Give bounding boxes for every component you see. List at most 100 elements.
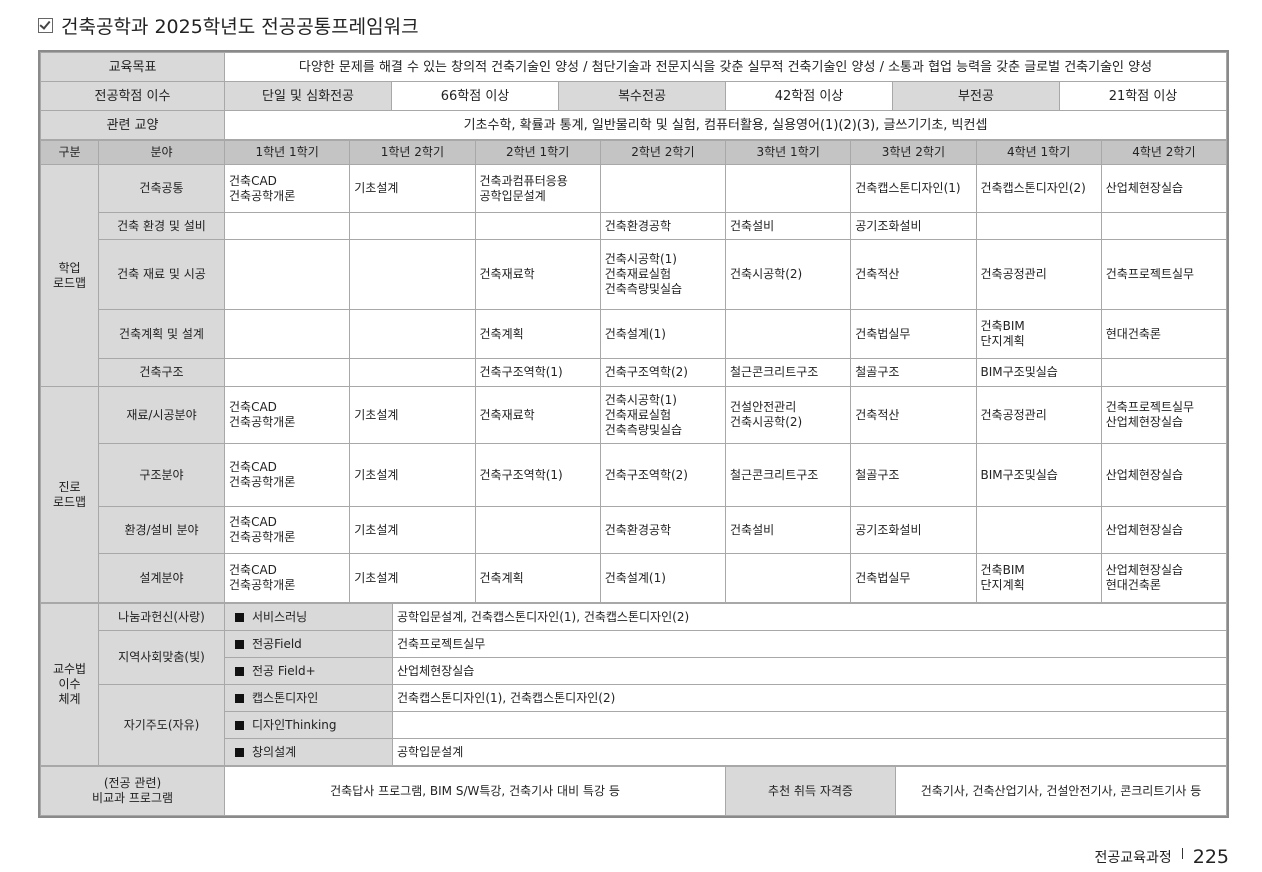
- method-cell: 전공Field: [224, 630, 393, 658]
- column-header: 구분: [40, 140, 99, 165]
- course-cell: [223, 309, 351, 359]
- teaching-row: 창의설계 공학입문설계: [41, 738, 1227, 766]
- field-label: 건축계획 및 설계: [98, 309, 225, 359]
- course-cell: 건축캡스톤디자인(1): [850, 164, 977, 213]
- column-header: 2학년 1학기: [474, 140, 601, 165]
- course-cell: [599, 164, 727, 213]
- course-cell: [975, 212, 1102, 240]
- course-cell: 기초설계: [349, 164, 476, 213]
- goal-row: 교육목표 다양한 문제를 해결 수 있는 창의적 건축기술인 양성 / 첨단기술…: [40, 52, 1227, 82]
- course-cell: [223, 239, 351, 310]
- column-header: 2학년 2학기: [599, 140, 727, 165]
- course-cell: 건축계획: [474, 553, 601, 603]
- credit-value: 21학점 이상: [1059, 81, 1227, 111]
- extra-label: (전공 관련) 비교과 프로그램: [40, 766, 225, 816]
- credits-row: 전공학점 이수 단일 및 심화전공 66학점 이상 복수전공 42학점 이상 부…: [40, 81, 1227, 111]
- course-cell: [975, 506, 1102, 554]
- course-cell: BIM구조및실습: [975, 443, 1102, 507]
- footer-section: 전공교육과정: [1094, 850, 1172, 866]
- course-cell: 건축시공학(2): [724, 239, 852, 310]
- column-header: 4학년 2학기: [1100, 140, 1228, 165]
- course-cell: 건축적산: [850, 386, 977, 444]
- teaching-row: 디자인Thinking: [41, 711, 1227, 739]
- course-cell: [349, 212, 476, 240]
- course-cell: [349, 358, 476, 387]
- course-cell: 건축시공학(1) 건축재료실험 건축측량및실습: [599, 386, 727, 444]
- method-courses: 건축프로젝트실무: [392, 630, 1227, 658]
- course-cell: 건축법실무: [850, 553, 977, 603]
- course-cell: 산업체현장실습 현대건축론: [1100, 553, 1228, 603]
- course-cell: 건축적산: [850, 239, 977, 310]
- teaching-row: 전공 Field+ 산업체현장실습: [41, 657, 1227, 685]
- column-header: 3학년 1학기: [724, 140, 852, 165]
- method-courses: 공학입문설계, 건축캡스톤디자인(1), 건축캡스톤디자인(2): [392, 603, 1227, 631]
- teaching-table: 교수법 이수 체계 나눔과헌신(사랑) 서비스러닝 공학입문설계, 건축캡스톤디자인(…: [40, 603, 1227, 766]
- course-cell: [349, 309, 476, 359]
- course-cell: [223, 358, 351, 387]
- course-cell: 건축CAD 건축공학개론: [223, 506, 351, 554]
- course-cell: 건축구조역학(1): [474, 443, 601, 507]
- teaching-group: 나눔과헌신(사랑): [98, 603, 225, 631]
- liberal-row: 관련 교양 기초수학, 확률과 통계, 일반물리학 및 실험, 컴퓨터활용, 실…: [40, 110, 1227, 140]
- table-row: 건축계획 및 설계 건축계획 건축설계(1) 건축법실무 건축BIM 단지계획 현대건축론: [41, 309, 1228, 359]
- square-bullet-icon: [235, 747, 244, 757]
- goal-label: 교육목표: [40, 52, 225, 82]
- course-cell: [474, 212, 601, 240]
- teaching-group: 자기주도(자유): [98, 684, 225, 766]
- method-courses: 산업체현장실습: [392, 657, 1227, 685]
- course-cell: 철근콘크리트구조: [724, 358, 852, 387]
- page-footer: 전공교육과정 225: [1094, 846, 1229, 868]
- course-cell: 건축CAD 건축공학개론: [223, 164, 351, 213]
- credit-type: 복수전공: [558, 81, 726, 111]
- course-cell: 건축BIM 단지계획: [975, 309, 1102, 359]
- table-row: 설계분야 건축CAD 건축공학개론 기초설계 건축계획 건축설계(1) 건축법실무 건축BI…: [41, 553, 1228, 603]
- credit-type: 부전공: [892, 81, 1060, 111]
- course-cell: 건축CAD 건축공학개론: [223, 386, 351, 444]
- field-label: 건축 환경 및 설비: [98, 212, 225, 240]
- goal-text: 다양한 문제를 해결 수 있는 창의적 건축기술인 양성 / 첨단기술과 전문지…: [224, 52, 1227, 82]
- course-cell: [474, 506, 601, 554]
- course-cell: 건축공정관리: [975, 386, 1102, 444]
- framework-table: 교육목표 다양한 문제를 해결 수 있는 창의적 건축기술인 양성 / 첨단기술…: [38, 50, 1229, 818]
- course-cell: 철골구조: [850, 358, 977, 387]
- course-cell: [724, 164, 852, 213]
- extra-row: (전공 관련) 비교과 프로그램 건축답사 프로그램, BIM S/W특강, 건…: [40, 766, 1227, 816]
- course-cell: 건축프로젝트실무 산업체현장실습: [1100, 386, 1228, 444]
- cert-text: 건축기사, 건축산업기사, 건설안전기사, 콘크리트기사 등: [895, 766, 1227, 816]
- square-bullet-icon: [235, 720, 244, 730]
- method-cell: 서비스러닝: [224, 603, 393, 631]
- method-cell: 캡스톤디자인: [224, 684, 393, 712]
- column-header: 1학년 2학기: [349, 140, 476, 165]
- field-label: 건축 재료 및 시공: [98, 239, 225, 310]
- column-header: 1학년 1학기: [223, 140, 351, 165]
- table-row: 건축구조 건축구조역학(1) 건축구조역학(2) 철근콘크리트구조 철골구조 BIM구조및…: [41, 358, 1228, 387]
- method-cell: 창의설계: [224, 738, 393, 766]
- square-bullet-icon: [235, 639, 244, 649]
- credit-type: 단일 및 심화전공: [224, 81, 392, 111]
- table-row: 환경/설비 분야 건축CAD 건축공학개론 기초설계 건축환경공학 건축설비 공기조화설비…: [41, 506, 1228, 554]
- field-label: 설계분야: [98, 553, 225, 603]
- column-header: 3학년 2학기: [850, 140, 977, 165]
- field-label: 환경/설비 분야: [98, 506, 225, 554]
- method-courses: 건축캡스톤디자인(1), 건축캡스톤디자인(2): [392, 684, 1227, 712]
- method-label: 캡스톤디자인: [252, 690, 319, 705]
- credit-value: 66학점 이상: [391, 81, 559, 111]
- course-cell: 건축구조역학(2): [599, 358, 727, 387]
- page-title: 건축공학과 2025학년도 전공공통프레임워크: [38, 12, 419, 39]
- column-header: 분야: [98, 140, 225, 165]
- checkbox-icon: [38, 18, 53, 33]
- course-cell: 건축환경공학: [599, 212, 727, 240]
- course-cell: 건축구조역학(1): [474, 358, 601, 387]
- field-label: 건축구조: [98, 358, 225, 387]
- summary-table: 교육목표 다양한 문제를 해결 수 있는 창의적 건축기술인 양성 / 첨단기술…: [40, 52, 1227, 140]
- extra-table: (전공 관련) 비교과 프로그램 건축답사 프로그램, BIM S/W특강, 건…: [40, 766, 1227, 816]
- course-cell: 건축환경공학: [599, 506, 727, 554]
- course-cell: 건축구조역학(2): [599, 443, 727, 507]
- course-cell: 기초설계: [349, 553, 476, 603]
- page-number: 225: [1192, 846, 1229, 868]
- group-label: 진로 로드맵: [40, 386, 99, 603]
- method-cell: 디자인Thinking: [224, 711, 393, 739]
- method-cell: 전공 Field+: [224, 657, 393, 685]
- method-courses: [392, 711, 1227, 739]
- course-cell: 철골구조: [850, 443, 977, 507]
